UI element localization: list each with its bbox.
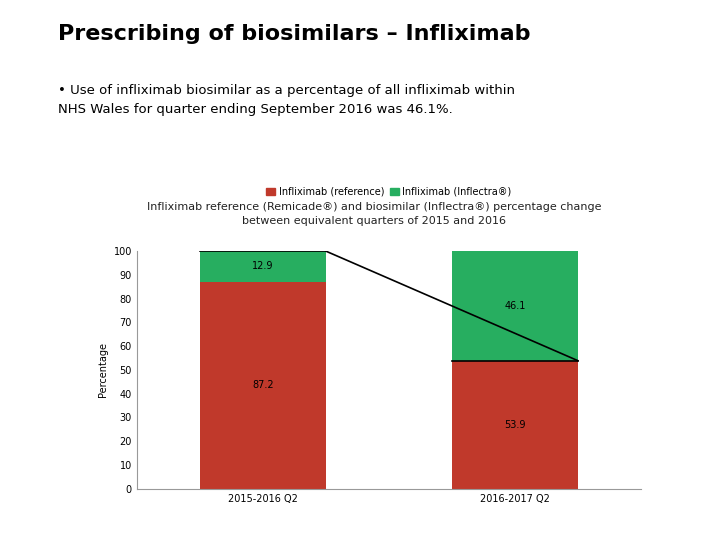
Text: • Use of infliximab biosimilar as a percentage of all infliximab within
NHS Wale: • Use of infliximab biosimilar as a perc… [58,84,515,116]
Bar [452,251,577,361]
Bar [200,251,325,281]
Text: Infliximab reference (Remicade®) and biosimilar (Inflectra®) percentage change
b: Infliximab reference (Remicade®) and bio… [147,202,602,226]
Text: Prescribing of biosimilars – Infliximab: Prescribing of biosimilars – Infliximab [58,24,530,44]
Text: 46.1: 46.1 [504,301,526,311]
Text: 53.9: 53.9 [504,420,526,430]
Y-axis label: Percentage: Percentage [98,342,108,397]
Text: 12.9: 12.9 [252,261,274,271]
Legend: Infliximab (reference), Infliximab (Inflectra®): Infliximab (reference), Infliximab (Infl… [264,185,513,199]
Bar [452,361,577,489]
Text: 87.2: 87.2 [252,380,274,390]
Bar [200,281,325,489]
